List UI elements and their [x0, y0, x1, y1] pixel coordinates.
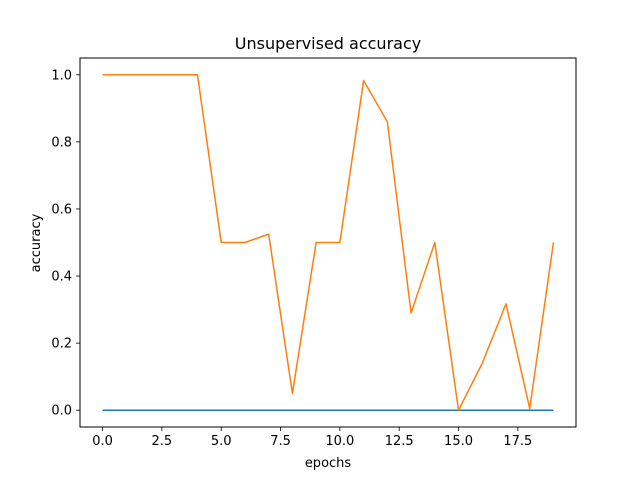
x-tick-label: 12.5 — [385, 434, 414, 449]
x-tick-label: 2.5 — [152, 434, 173, 449]
y-tick-label: 0.6 — [51, 202, 72, 217]
x-axis-label: epochs — [305, 456, 352, 471]
chart-title: Unsupervised accuracy — [235, 34, 421, 53]
y-tick-label: 0.2 — [51, 337, 72, 352]
x-tick-label: 10.0 — [325, 434, 354, 449]
x-tick-label: 7.5 — [270, 434, 291, 449]
y-tick-label: 0.4 — [51, 270, 72, 285]
series-line-2 — [102, 74, 555, 411]
series-layer — [102, 74, 555, 411]
y-axis-ticks: 0.0 0.2 0.4 0.6 0.8 1.0 — [51, 68, 80, 419]
x-axis-ticks: 0.0 2.5 5.0 7.5 10.0 12.5 15.0 17.5 — [92, 427, 532, 449]
y-tick-label: 0.8 — [51, 135, 72, 150]
y-axis-label: accuracy — [29, 213, 44, 272]
y-tick-label: 0.0 — [51, 404, 72, 419]
y-tick-label: 1.0 — [51, 68, 72, 83]
x-tick-label: 15.0 — [444, 434, 473, 449]
plot-frame — [79, 57, 577, 428]
x-tick-label: 17.5 — [503, 434, 532, 449]
x-tick-label: 5.0 — [211, 434, 232, 449]
x-tick-label: 0.0 — [92, 434, 113, 449]
